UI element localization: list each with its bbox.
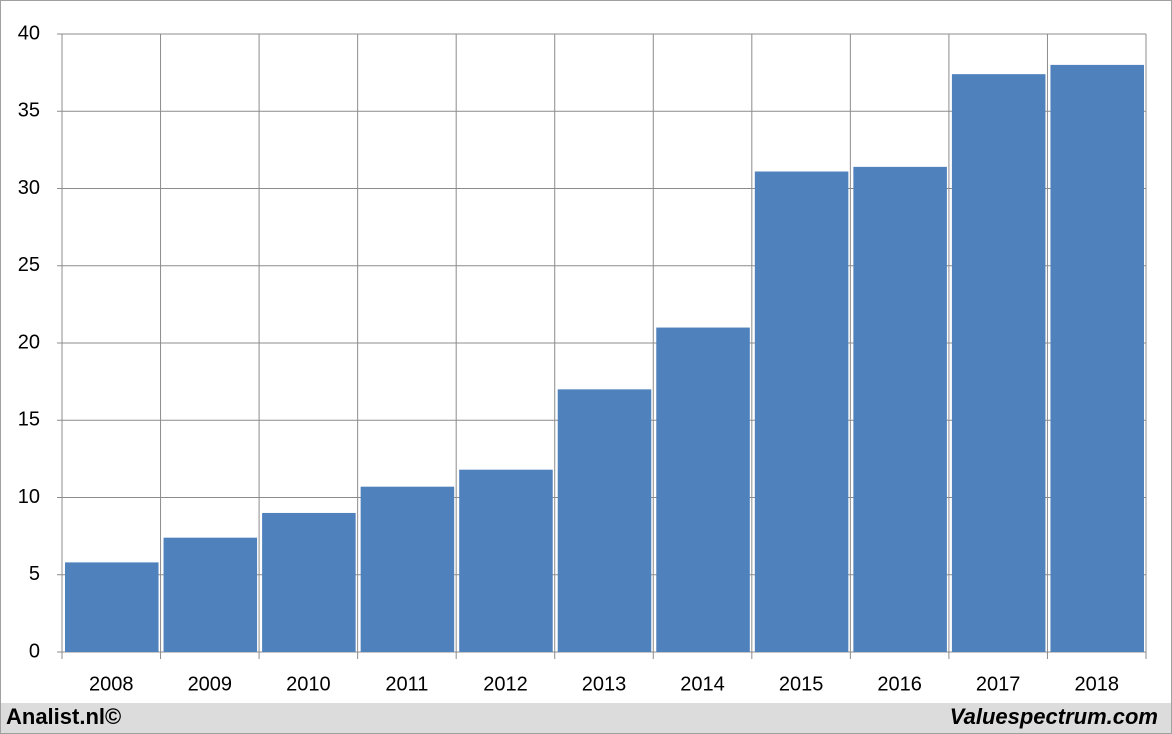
bar [754,171,849,652]
x-tick-label: 2012 [483,673,528,695]
bar [853,166,947,652]
y-tick-label: 20 [18,331,40,353]
x-tick-label: 2017 [976,673,1021,695]
x-tick-label: 2010 [286,673,331,695]
bar [951,74,1046,653]
bar [1050,64,1144,652]
y-tick-label: 35 [18,100,40,122]
y-tick-label: 25 [18,254,40,276]
y-tick-label: 40 [18,22,40,44]
footer-bar [1,703,1171,733]
y-tick-label: 10 [18,486,40,508]
bar [557,389,652,652]
footer-right: Valuespectrum.com [950,704,1158,729]
x-tick-label: 2014 [680,673,725,695]
bar [262,512,356,652]
bar [360,486,455,652]
footer-left: Analist.nl© [6,704,121,729]
y-tick-label: 5 [29,563,40,585]
y-tick-label: 30 [18,177,40,199]
y-tick-label: 0 [29,640,40,662]
x-tick-label: 2015 [779,673,824,695]
x-tick-label: 2009 [188,673,233,695]
bar [656,327,750,652]
x-tick-label: 2016 [877,673,922,695]
x-tick-label: 2011 [385,673,428,695]
x-tick-label: 2008 [89,673,134,695]
bar [65,562,159,652]
x-tick-label: 2018 [1074,673,1119,695]
bar [163,537,258,652]
y-tick-label: 15 [18,409,40,431]
bar [459,469,553,652]
x-tick-label: 2013 [582,673,627,695]
